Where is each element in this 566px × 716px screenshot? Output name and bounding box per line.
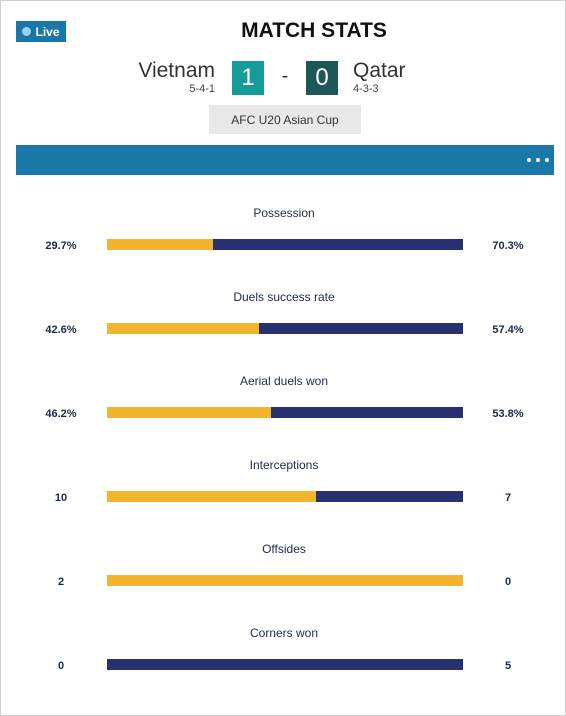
stat-label: Possession bbox=[253, 206, 315, 220]
stat-bar-home-fill bbox=[107, 323, 259, 334]
stat-home-value: 46.2% bbox=[45, 408, 77, 420]
stat-bar bbox=[107, 659, 463, 670]
stat-label: Aerial duels won bbox=[239, 374, 329, 388]
competition-badge: AFC U20 Asian Cup bbox=[209, 105, 361, 134]
stat-home-value: 42.6% bbox=[45, 324, 77, 336]
away-team-formation: 4-3-3 bbox=[353, 83, 379, 95]
stat-bar bbox=[107, 575, 463, 586]
stat-away-value: 0 bbox=[504, 576, 512, 588]
stat-bar-home-fill bbox=[107, 239, 213, 250]
stat-away-value: 53.8% bbox=[492, 408, 524, 420]
stat-label: Duels success rate bbox=[233, 290, 335, 304]
stat-row-duels-success-rate: Duels success rate 42.6% 57.4% bbox=[1, 285, 566, 369]
stat-away-value: 57.4% bbox=[492, 324, 524, 336]
home-team-name: Vietnam bbox=[138, 59, 215, 82]
stat-bar-home-fill bbox=[107, 575, 463, 586]
stat-row-possession: Possession 29.7% 70.3% bbox=[1, 201, 566, 285]
away-team-name: Qatar bbox=[353, 59, 406, 82]
stat-row-offsides: Offsides 2 0 bbox=[1, 537, 566, 621]
stat-label: Offsides bbox=[262, 542, 306, 556]
stat-row-corners-won: Corners won 0 5 bbox=[1, 621, 566, 705]
stat-row-interceptions: Interceptions 10 7 bbox=[1, 453, 566, 537]
stats-header-bar bbox=[16, 145, 554, 175]
stat-bar bbox=[107, 407, 463, 418]
live-badge[interactable]: Live bbox=[16, 21, 66, 42]
stat-bar-home-fill bbox=[107, 491, 317, 502]
stat-bar bbox=[107, 491, 463, 502]
stat-bar bbox=[107, 323, 463, 334]
live-label: Live bbox=[35, 24, 60, 39]
stat-away-value: 70.3% bbox=[492, 240, 524, 252]
stat-home-value: 29.7% bbox=[45, 240, 77, 252]
home-team-formation: 5-4-1 bbox=[189, 83, 215, 95]
stat-home-value: 0 bbox=[57, 660, 65, 672]
stat-label: Interceptions bbox=[249, 458, 319, 472]
stat-home-value: 10 bbox=[54, 492, 68, 504]
stat-bar bbox=[107, 239, 463, 250]
home-score: 1 bbox=[232, 61, 264, 95]
stat-away-value: 5 bbox=[504, 660, 512, 672]
live-dot-icon bbox=[22, 27, 32, 36]
stat-row-aerial-duels-won: Aerial duels won 46.2% 53.8% bbox=[1, 369, 566, 453]
stat-bar-home-fill bbox=[107, 407, 272, 418]
stat-home-value: 2 bbox=[57, 576, 65, 588]
more-horizontal-icon[interactable] bbox=[527, 154, 549, 166]
away-score: 0 bbox=[306, 61, 338, 95]
score-separator: - bbox=[281, 65, 289, 87]
page-title: MATCH STATS bbox=[241, 19, 387, 42]
stat-away-value: 7 bbox=[504, 492, 512, 504]
stat-label: Corners won bbox=[249, 626, 319, 640]
